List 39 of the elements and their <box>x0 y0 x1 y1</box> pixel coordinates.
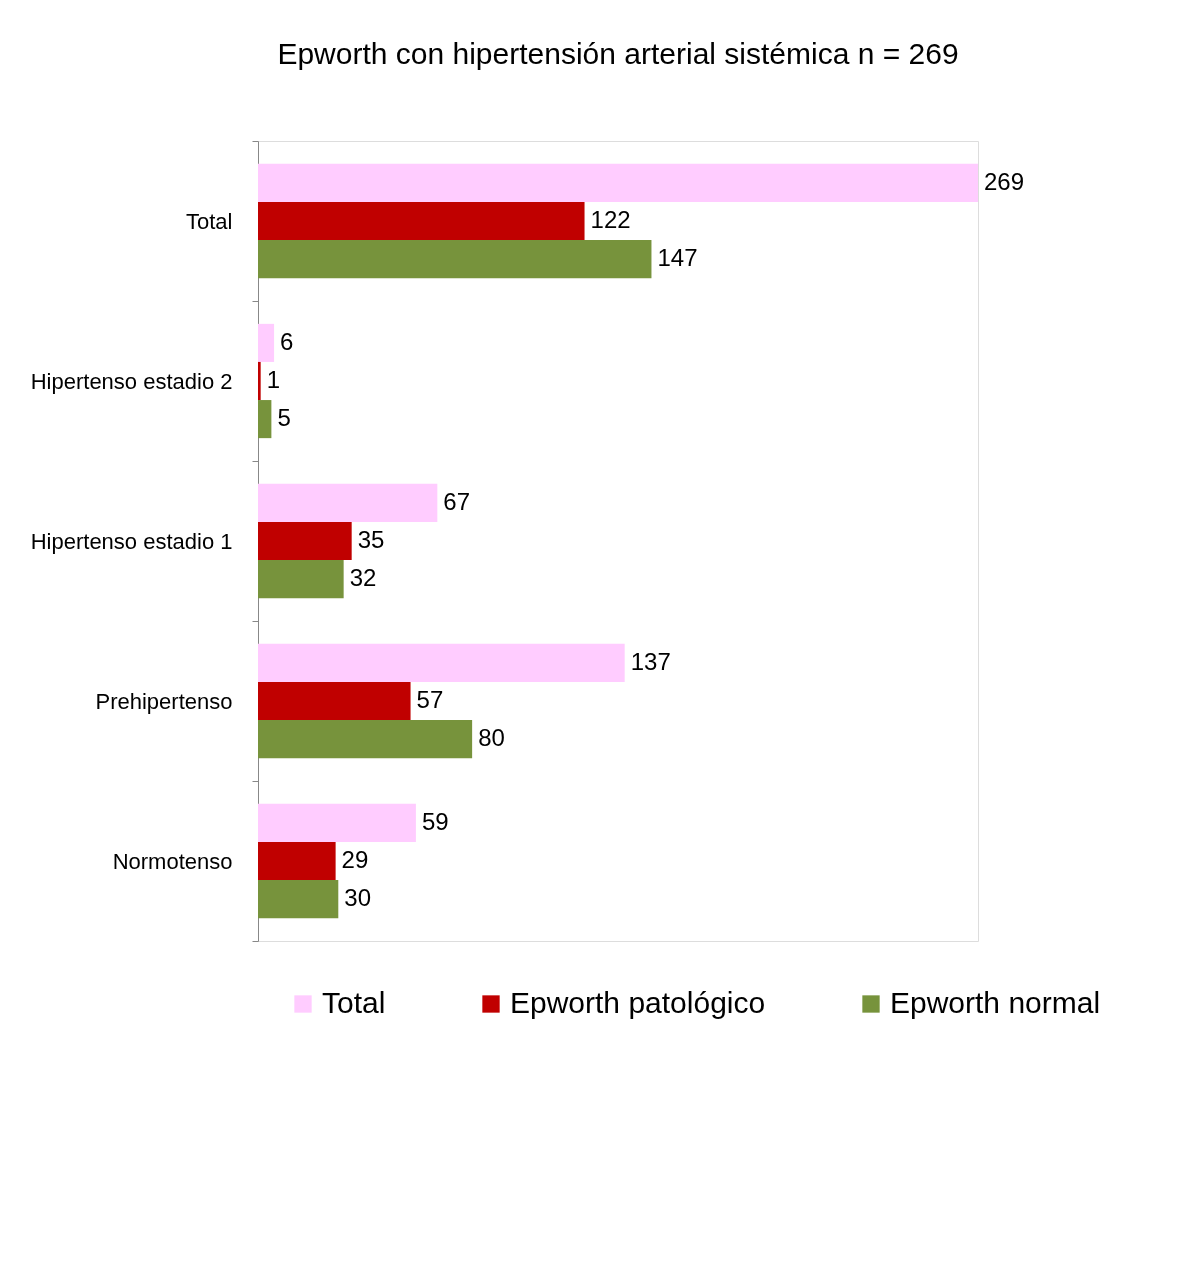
y-tick-label: Prehipertenso <box>95 688 233 714</box>
data-label: 6 <box>280 327 294 355</box>
bar <box>258 521 352 561</box>
bar <box>258 560 344 599</box>
bar <box>258 643 625 682</box>
bar <box>258 803 416 842</box>
y-tick-label: Normotenso <box>112 848 233 874</box>
bar <box>258 323 275 362</box>
legend-label: Epworth patológico <box>510 986 766 1019</box>
bar <box>258 483 438 522</box>
legend-label: Epworth normal <box>890 986 1101 1019</box>
data-label: 80 <box>478 724 505 752</box>
bar <box>258 880 339 919</box>
data-label: 57 <box>416 686 444 713</box>
y-tick-label: Total <box>186 208 233 234</box>
legend-label: Total <box>322 986 386 1019</box>
data-label: 67 <box>443 487 471 515</box>
data-label: 30 <box>344 884 371 912</box>
data-label: 1 <box>266 366 281 393</box>
bar <box>258 201 585 241</box>
bar <box>258 681 411 721</box>
data-label: 35 <box>357 526 385 553</box>
y-tick-label: Hipertenso estadio 2 <box>30 368 233 394</box>
data-label: 32 <box>349 564 377 592</box>
data-label: 147 <box>657 244 698 272</box>
data-label: 137 <box>630 647 671 675</box>
y-tick-label: Hipertenso estadio 1 <box>30 528 233 554</box>
bar <box>258 240 652 279</box>
bar <box>258 361 261 401</box>
data-label: 29 <box>341 846 369 873</box>
data-label: 122 <box>590 206 631 233</box>
bar <box>258 400 272 439</box>
bar <box>258 163 978 202</box>
data-label: 5 <box>277 404 291 432</box>
bar <box>258 720 473 759</box>
chart-title: Epworth con hipertensión arterial sistémica n = 269 <box>277 37 959 70</box>
data-label: 59 <box>421 807 449 835</box>
bar <box>258 841 336 881</box>
data-label: 269 <box>984 167 1025 195</box>
